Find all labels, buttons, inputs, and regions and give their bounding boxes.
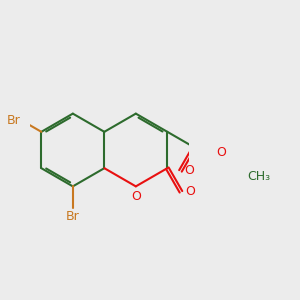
Text: Br: Br <box>7 114 21 128</box>
Text: O: O <box>131 190 141 203</box>
Text: O: O <box>185 185 195 198</box>
Text: Br: Br <box>66 210 80 223</box>
Text: CH₃: CH₃ <box>247 170 270 183</box>
Text: O: O <box>216 146 226 159</box>
Text: O: O <box>184 164 194 177</box>
